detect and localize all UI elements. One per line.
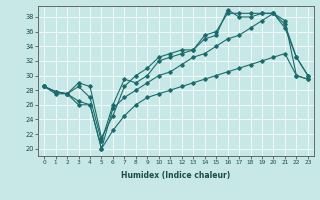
X-axis label: Humidex (Indice chaleur): Humidex (Indice chaleur)	[121, 171, 231, 180]
